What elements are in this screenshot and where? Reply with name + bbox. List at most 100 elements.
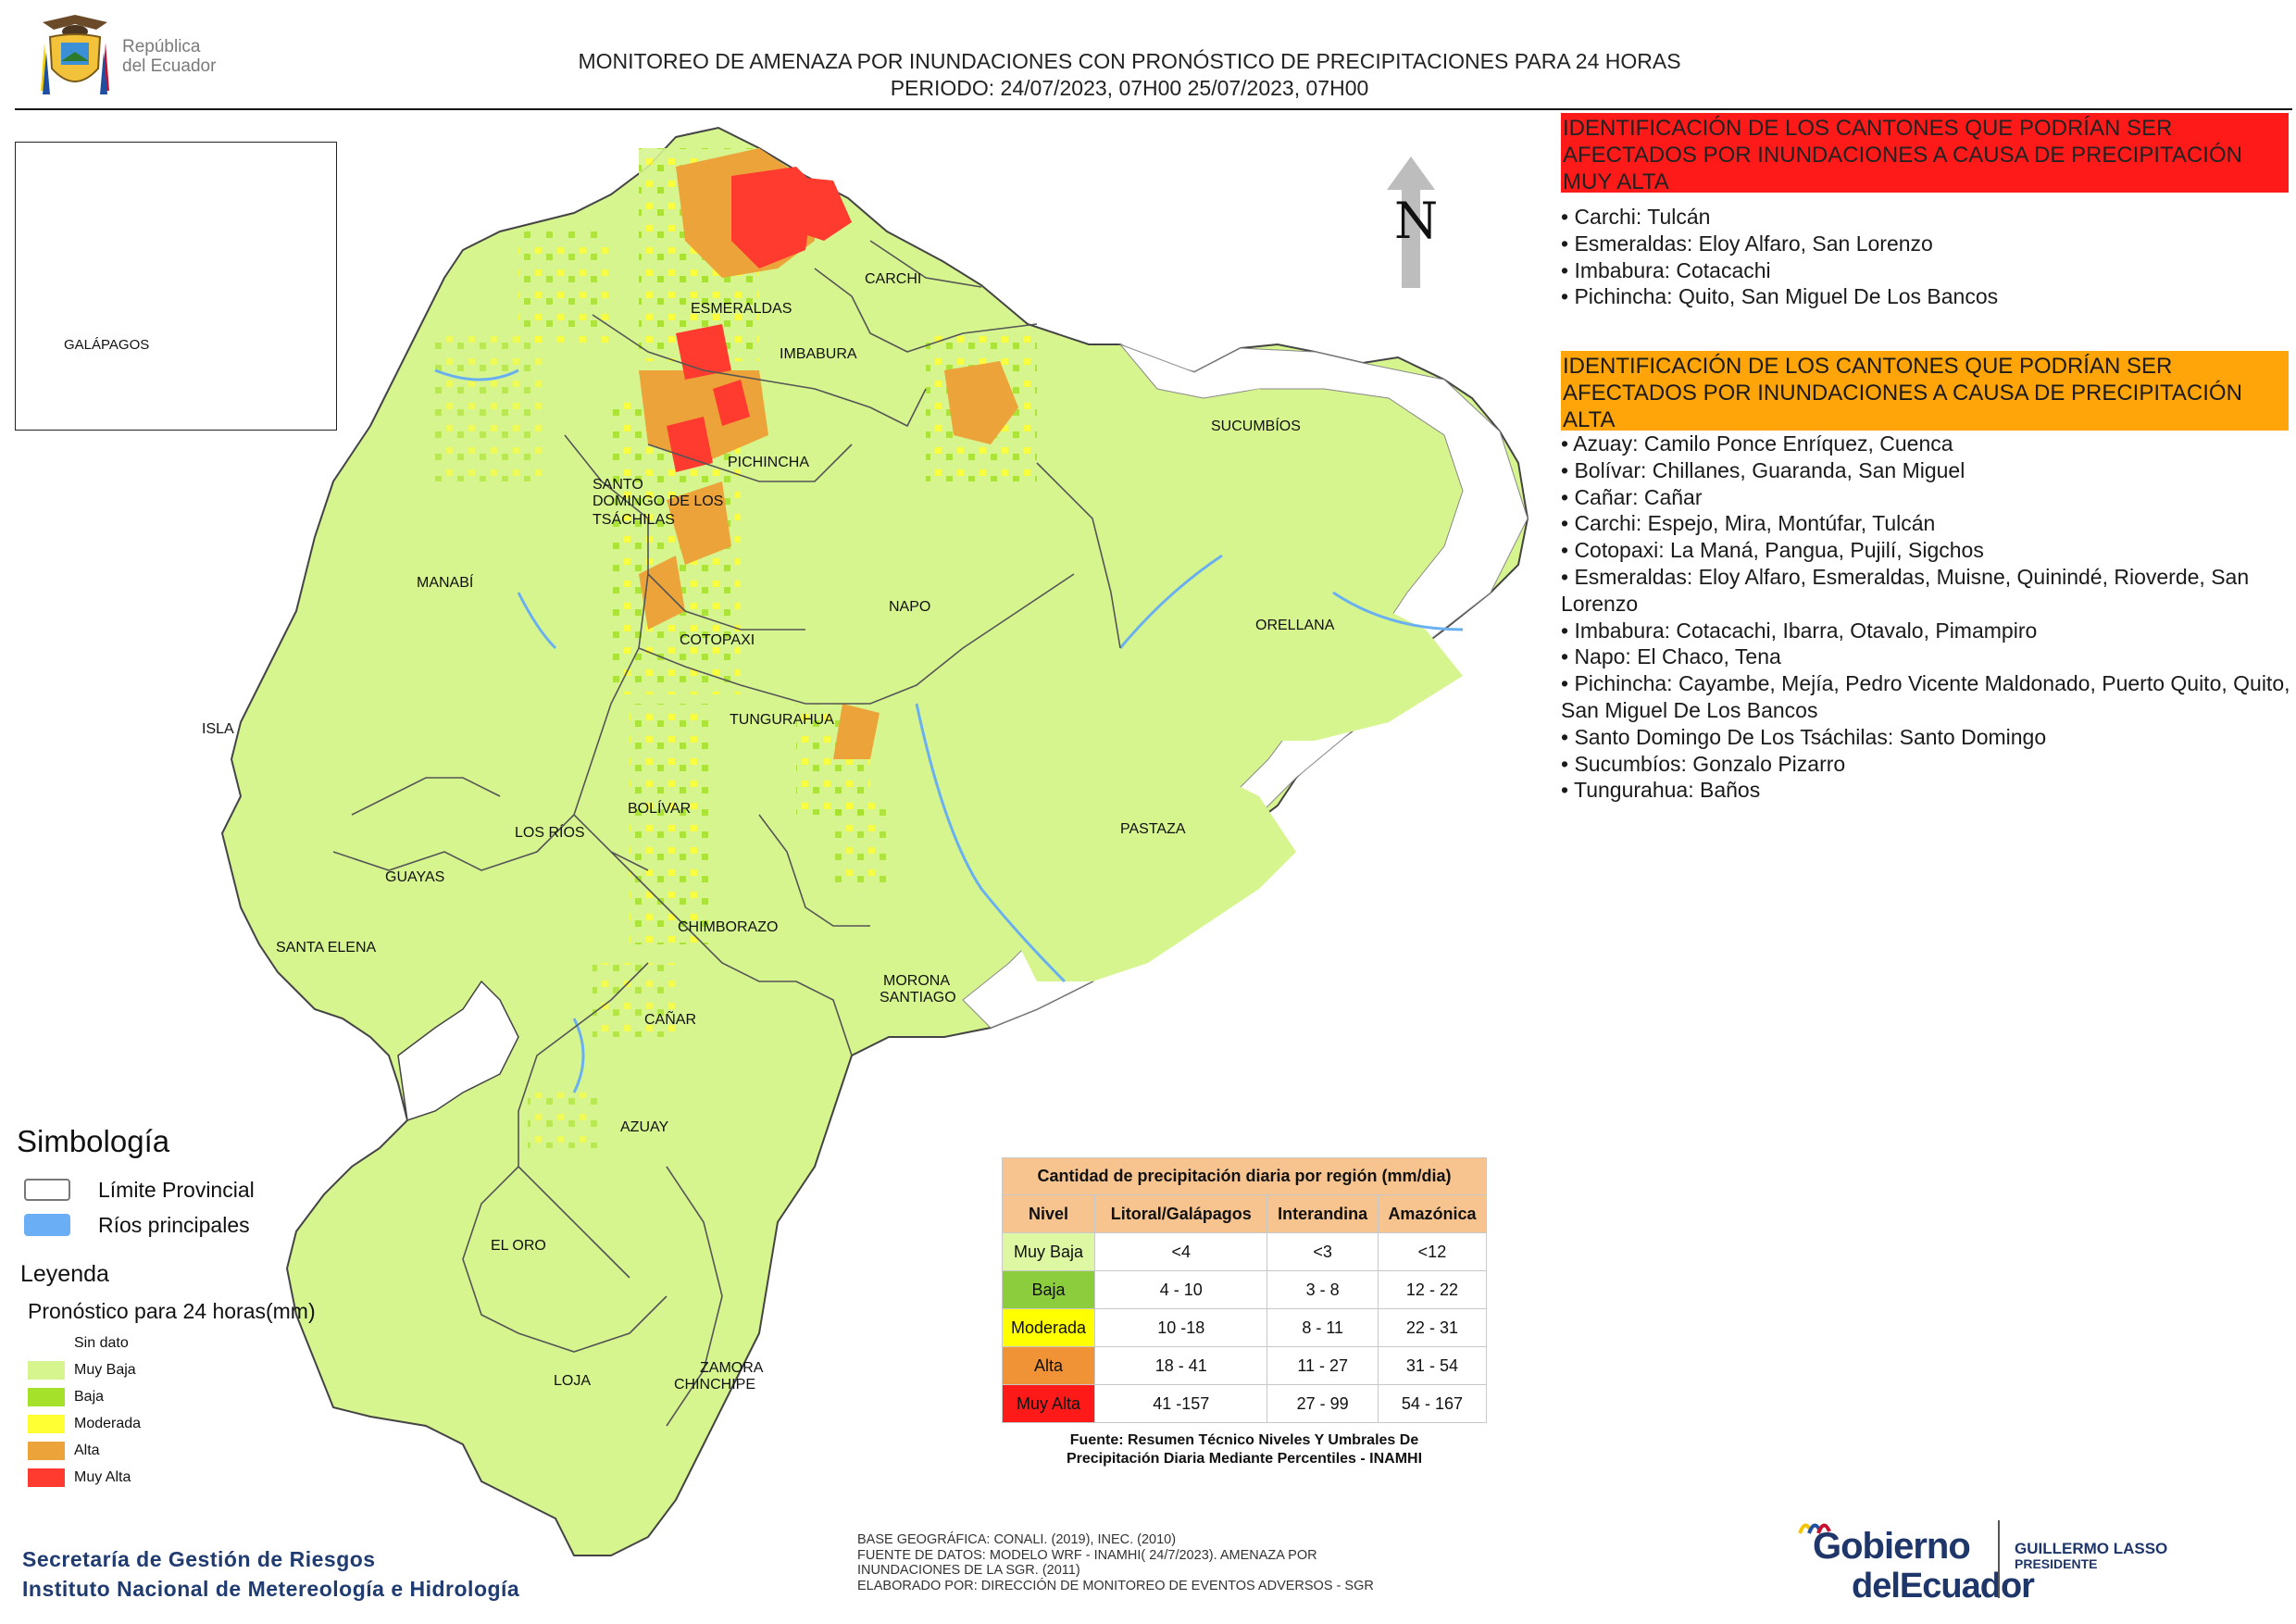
- label-guayas: GUAYAS: [385, 869, 444, 885]
- alta-item: • Carchi: Espejo, Mira, Montúfar, Tulcán: [1561, 511, 1936, 536]
- th-interandina: Interandina: [1267, 1194, 1379, 1233]
- province-labels: ESMERALDAS CARCHI IMBABURA SUCUMBÍOS PIC…: [202, 271, 1335, 1393]
- gobierno-logo: Gobierno delEcuador GUILLERMO LASSO PRES…: [1796, 1509, 2185, 1605]
- east-green-pastaza: [1000, 741, 1296, 981]
- muy-alta-item: • Esmeraldas: Eloy Alfaro, San Lorenzo: [1561, 231, 1933, 256]
- table-row: Muy Baja <4 <3 <12: [1002, 1232, 1488, 1271]
- north-arrow-icon: N: [1387, 156, 1438, 288]
- label-pastaza: PASTAZA: [1120, 821, 1186, 837]
- gob-line1: Gobierno: [1813, 1526, 1971, 1567]
- value-cell: 4 - 10: [1093, 1270, 1268, 1309]
- org-names: Secretaría de Gestión de Riesgos Institu…: [22, 1544, 519, 1604]
- muy-alta-item: • Carchi: Tulcán: [1561, 205, 1711, 229]
- alta-header: IDENTIFICACIÓN DE LOS CANTONES QUE PODRÍ…: [1561, 351, 2289, 432]
- fuente-line1: Fuente: Resumen Técnico Niveles Y Umbral…: [1069, 1432, 1419, 1448]
- value-cell: <4: [1093, 1232, 1268, 1271]
- precipitation-table: Cantidad de precipitación diaria por reg…: [1002, 1157, 1488, 1423]
- legend-swatch: [28, 1441, 65, 1460]
- label-los-rios: LOS RÍOS: [515, 823, 585, 841]
- label-isla: ISLA: [202, 721, 234, 737]
- alta-item: • Esmeraldas: Eloy Alfaro, Esmeraldas, M…: [1561, 564, 2250, 616]
- republica-logo: República del Ecuador: [33, 11, 246, 104]
- nivel-cell: Baja: [1002, 1270, 1095, 1309]
- east-green-sucumbios: [1213, 389, 1296, 444]
- label-santo-domingo-2: DOMINGO DE LOS: [593, 493, 723, 509]
- alta-item: • Cañar: Cañar: [1561, 484, 1703, 509]
- value-cell: 10 -18: [1093, 1308, 1268, 1347]
- value-cell: 54 - 167: [1377, 1384, 1488, 1423]
- alta-item: • Cotopaxi: La Maná, Pangua, Pujilí, Sig…: [1561, 538, 1984, 563]
- precip-patches: [435, 148, 1037, 1148]
- legend-label: Baja: [74, 1388, 105, 1405]
- alta-item: • Santo Domingo De Los Tsáchilas: Santo …: [1561, 724, 2047, 749]
- fuente-line2: Precipitación Diaria Mediante Percentile…: [1066, 1451, 1423, 1467]
- table-caption: Cantidad de precipitación diaria por reg…: [1002, 1157, 1487, 1195]
- rios-label: Ríos principales: [98, 1212, 250, 1237]
- label-tungurahua: TUNGURAHUA: [730, 712, 834, 728]
- table-row: Moderada 10 -18 8 - 11 22 - 31: [1002, 1308, 1488, 1347]
- value-cell: 22 - 31: [1377, 1308, 1488, 1347]
- credits: BASE GEOGRÁFICA: CONALI. (2019), INEC. (…: [857, 1532, 1431, 1593]
- legend-item: Sin dato: [28, 1330, 368, 1356]
- alta-item: • Sucumbíos: Gonzalo Pizarro: [1561, 751, 1846, 776]
- legend-item: Moderada: [28, 1410, 368, 1437]
- label-cotopaxi: COTOPAXI: [680, 632, 755, 648]
- nivel-cell: Muy Alta: [1002, 1384, 1095, 1423]
- table-source: Fuente: Resumen Técnico Niveles Y Umbral…: [1002, 1431, 1487, 1468]
- north-label: N: [1394, 192, 1438, 250]
- province-borders: [332, 240, 1121, 1427]
- title-line1: MONITOREO DE AMENAZA POR INUNDACIONES CO…: [578, 49, 1681, 73]
- legend-swatch: [28, 1333, 65, 1353]
- label-zamora-2: CHINCHIPE: [674, 1377, 755, 1393]
- legend-label: Alta: [74, 1442, 100, 1458]
- label-sucumbios: SUCUMBÍOS: [1211, 417, 1301, 434]
- alta-item: • Napo: El Chaco, Tena: [1561, 644, 1781, 669]
- label-santo-domingo-3: TSÁCHILAS: [593, 510, 675, 528]
- gulf-inlet: [397, 980, 519, 1121]
- gob-separator: [1998, 1520, 2000, 1598]
- rios-swatch: [24, 1214, 70, 1236]
- label-morona-2: SANTIAGO: [880, 990, 956, 1006]
- gobierno-flag-icon: [1798, 1523, 1831, 1534]
- legend-limite: Límite Provincial: [17, 1172, 368, 1207]
- table-row: Alta 18 - 41 11 - 27 31 - 54: [1002, 1346, 1488, 1385]
- muy-alta-header: IDENTIFICACIÓN DE LOS CANTONES QUE PODRÍ…: [1561, 113, 2289, 194]
- logo-line2: del Ecuador: [122, 56, 217, 76]
- credit-line: INUNDACIONES DE LA SGR. (2011): [857, 1563, 1080, 1578]
- label-orellana: ORELLANA: [1255, 618, 1335, 633]
- nivel-cell: Moderada: [1002, 1308, 1095, 1347]
- limite-label: Límite Provincial: [98, 1177, 255, 1202]
- map-title: MONITOREO DE AMENAZA POR INUNDACIONES CO…: [389, 48, 1870, 102]
- no-data-east: [962, 343, 1529, 1029]
- legend-label: Muy Baja: [74, 1361, 136, 1378]
- value-cell: 8 - 11: [1267, 1308, 1379, 1347]
- credit-line: BASE GEOGRÁFICA: CONALI. (2019), INEC. (…: [857, 1532, 1177, 1547]
- galapagos-label: GALÁPAGOS: [64, 337, 150, 353]
- legend-swatch: [28, 1360, 65, 1380]
- credit-line: FUENTE DE DATOS: MODELO WRF - INAMHI( 24…: [857, 1547, 1317, 1563]
- th-amazonica: Amazónica: [1377, 1194, 1488, 1233]
- legend-rios: Ríos principales: [17, 1207, 368, 1243]
- label-imbabura: IMBABURA: [780, 346, 857, 362]
- table-row: Muy Alta 41 -157 27 - 99 54 - 167: [1002, 1384, 1488, 1423]
- label-bolivar: BOLÍVAR: [628, 799, 691, 817]
- label-santo-domingo-1: SANTO: [593, 477, 643, 493]
- value-cell: <12: [1377, 1232, 1488, 1271]
- label-carchi: CARCHI: [865, 271, 921, 287]
- label-loja: LOJA: [554, 1373, 591, 1389]
- alta-item: • Imbabura: Cotacachi, Ibarra, Otavalo, …: [1561, 618, 2038, 643]
- muy-alta-item: • Pichincha: Quito, San Miguel De Los Ba…: [1561, 284, 1999, 309]
- label-chimborazo: CHIMBORAZO: [678, 919, 778, 935]
- legend-item: Muy Baja: [28, 1356, 368, 1383]
- alta-item: • Pichincha: Cayambe, Mejía, Pedro Vicen…: [1561, 671, 2290, 722]
- table-body: Muy Baja <4 <3 <12 Baja 4 - 10 3 - 8 12 - 22 Mod…: [1002, 1232, 1488, 1423]
- legend-label: Moderada: [74, 1415, 142, 1431]
- alta-item: • Azuay: Camilo Ponce Enríquez, Cuenca: [1561, 431, 1953, 456]
- muy-alta-list: • Carchi: Tulcán • Esmeraldas: Eloy Alfar…: [1561, 204, 2294, 310]
- legend-label: Sin dato: [74, 1334, 129, 1351]
- east-green-orellana: [1102, 518, 1463, 741]
- legend: Simbología Límite Provincial Ríos princi…: [17, 1124, 368, 1491]
- label-zamora-1: ZAMORA: [700, 1360, 764, 1376]
- president-title: PRESIDENTE: [2015, 1556, 2098, 1571]
